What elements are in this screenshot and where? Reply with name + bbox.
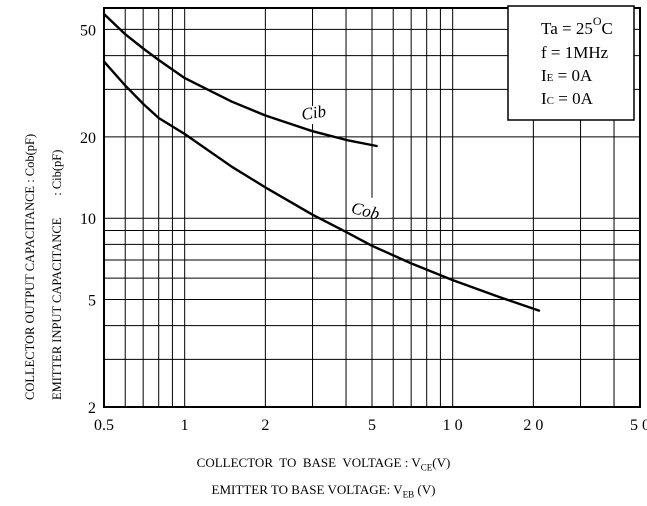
y-axis-label-line1: COLLECTOR OUTPUT CAPACITANCE : Cob(pF) [23,134,37,400]
x-tick-label: 5 [368,417,376,434]
y-tick-label: 10 [80,211,96,228]
y-tick-label: 50 [80,22,96,39]
y-tick-label: 5 [88,293,96,310]
x-tick-labels: 0.5 1 2 5 1 0 2 0 5 0 [94,417,647,434]
x-tick-label: 2 0 [523,417,543,434]
x-tick-label: 1 [181,417,189,434]
cib-curve-label: Cib [300,101,327,124]
cob-label-bg [348,197,391,218]
legend-ie: IE = 0A [541,66,593,85]
legend-box: Ta = 25OC f = 1MHz IE = 0A IC = 0A [507,5,635,121]
y-tick-labels: 2 5 10 20 50 [80,22,96,417]
plot-frame [103,7,641,408]
data-curves [102,12,541,312]
x-axis-label-line2: EMITTER TO BASE VOLTAGE: VEB (V) [211,482,436,500]
x-tick-label: 2 [261,417,269,434]
curve-cob [102,60,541,312]
legend-ic: IC = 0A [541,89,594,108]
y-tick-label: 2 [88,400,96,417]
legend-ta: Ta = 25OC [541,14,613,38]
y-tick-label: 20 [80,130,96,147]
x-tick-label: 0.5 [94,417,114,434]
curve-cib [102,12,378,148]
legend-freq: f = 1MHz [541,43,609,62]
cib-label-bg [300,106,337,125]
y-axis-label-line2: EMITTER INPUT CAPACITANCE : Cib(pF) [50,150,64,400]
legend-frame [507,5,635,121]
x-axis-label-line1: COLLECTOR TO BASE VOLTAGE : VCE(V) [196,455,451,473]
x-tick-label: 5 0 [630,417,647,434]
x-tick-label: 1 0 [443,417,463,434]
